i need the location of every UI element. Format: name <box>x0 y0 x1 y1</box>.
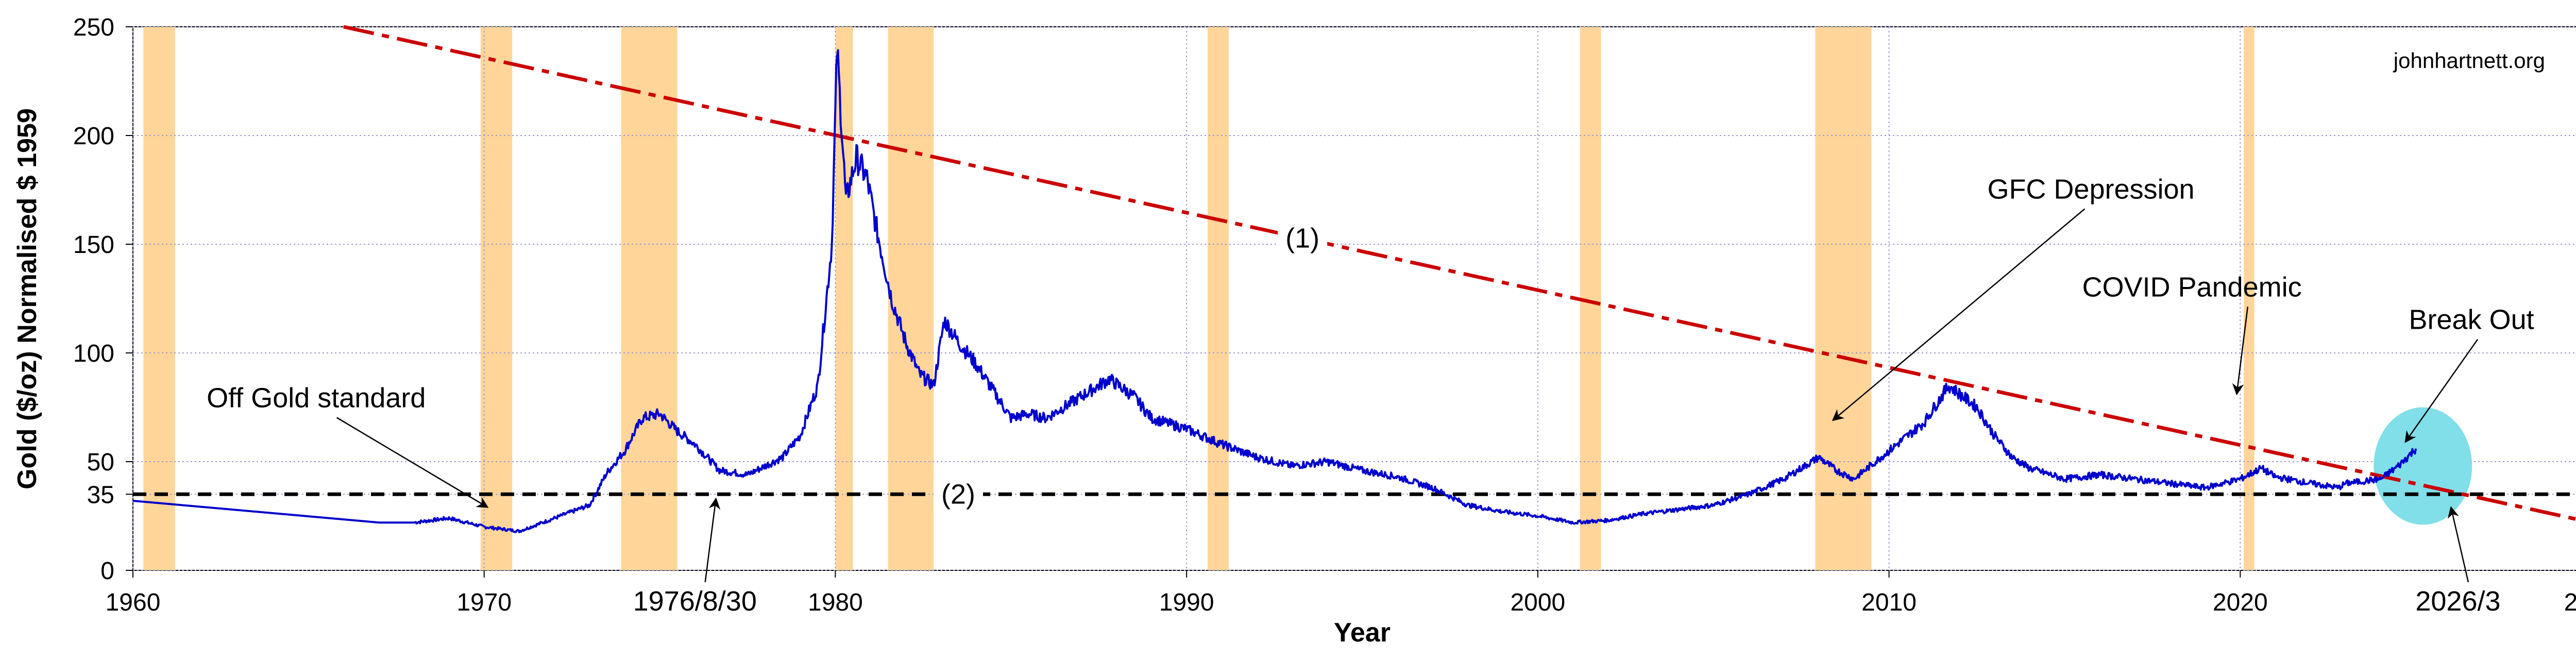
annotation-arrow <box>2447 506 2469 583</box>
recession-band <box>2244 27 2255 570</box>
annotation-label: 1976/8/30 <box>633 586 757 617</box>
y-axis-title: Gold ($/oz) Normalised $ 1959 <box>12 108 42 489</box>
trend-label-1: (1) <box>1285 223 1319 253</box>
y-tick-label: 250 <box>73 14 114 41</box>
plot-area <box>132 26 2576 571</box>
series-line <box>132 49 2417 533</box>
recession-band <box>835 27 853 570</box>
annotation-arrow <box>704 497 721 583</box>
trend-line-1 <box>343 25 2576 521</box>
x-axis-title: Year <box>1334 618 1391 648</box>
grid-lines <box>132 26 2576 571</box>
x-tick-label: 1970 <box>456 589 512 616</box>
trend-lines: (1) (2) <box>133 25 2576 521</box>
annotation-arrow <box>2404 339 2479 443</box>
annotation-label: 2026/3 <box>2415 586 2500 617</box>
watermark: johnhartnett.org <box>2393 48 2545 73</box>
recession-band <box>888 27 934 570</box>
annotations: Off Gold standard 1976/8/30 GFC Depression… <box>207 174 2534 617</box>
y-tick-label: 35 <box>87 481 114 509</box>
x-tick-label: 1990 <box>1159 589 1214 616</box>
annotation-label: Break Out <box>2409 304 2534 335</box>
recession-band <box>480 27 513 570</box>
x-tick-label: 1980 <box>808 589 863 616</box>
recession-band <box>1815 27 1872 570</box>
annotation-arrow <box>1832 208 2086 421</box>
y-tick-label: 0 <box>100 557 114 585</box>
trend-label-bg <box>1278 222 1328 255</box>
y-axis-ticks: 0 35 50 100 150 200 250 <box>73 14 133 585</box>
y-tick-label: 50 <box>87 449 114 476</box>
annotation-arrow <box>336 417 489 508</box>
x-tick-label: 2020 <box>2213 589 2268 616</box>
trend-label-2: (2) <box>941 479 975 510</box>
breakout-ellipse <box>2374 407 2472 525</box>
series-lines <box>132 49 2417 533</box>
annotation-label: Off Gold standard <box>207 383 426 414</box>
x-tick-label: 2030 <box>2564 589 2576 616</box>
y-tick-label: 200 <box>73 123 114 150</box>
x-axis-ticks: 1960 1970 1980 1990 2000 2010 2020 2030 <box>106 570 2576 616</box>
recession-band <box>143 27 175 570</box>
x-tick-label: 2010 <box>1861 589 1917 616</box>
x-tick-label: 1960 <box>106 589 161 616</box>
annotation-label: GFC Depression <box>1987 174 2194 205</box>
y-tick-label: 100 <box>73 340 114 367</box>
y-tick-label: 150 <box>73 231 114 259</box>
annotation-label: COVID Pandemic <box>2082 272 2302 302</box>
recession-band <box>1208 27 1229 570</box>
trend-label-bg <box>934 478 984 511</box>
recession-bands <box>143 27 2255 570</box>
annotation-arrow <box>2232 307 2249 396</box>
recession-band <box>621 27 677 570</box>
x-tick-label: 2000 <box>1510 589 1565 616</box>
breakout-highlight <box>2374 407 2472 525</box>
